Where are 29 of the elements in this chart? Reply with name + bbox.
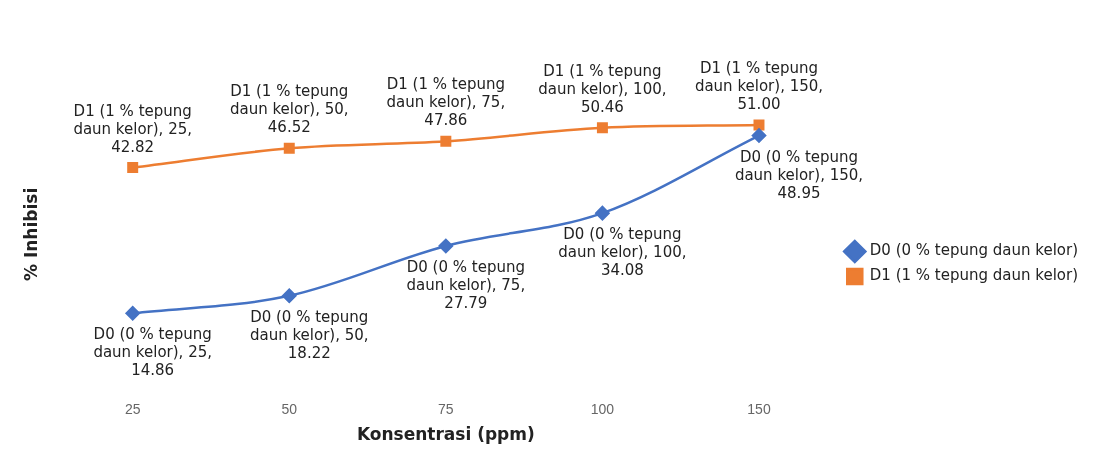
legend-label: D0 (0 % tepung daun kelor) xyxy=(869,241,1079,260)
data-label: D0 (0 % tepung daun kelor), 75, 27.79 xyxy=(406,257,526,312)
point xyxy=(751,128,767,143)
data-label: D1 (1 % tepung daun kelor), 75, 47.86 xyxy=(386,75,506,130)
point xyxy=(127,162,139,174)
data-label: D0 (0 % tepung daun kelor), 100, 34.08 xyxy=(558,225,687,280)
data-label: D0 (0 % tepung daun kelor), 150, 48.95 xyxy=(734,147,864,202)
x-tick-label: 50 xyxy=(281,401,298,418)
point xyxy=(753,119,765,131)
x-tick-label: 150 xyxy=(747,401,771,418)
point xyxy=(440,135,452,147)
legend-label: D1 (1 % tepung daun kelor) xyxy=(869,266,1079,285)
x-tick-label: 100 xyxy=(590,401,615,418)
point xyxy=(283,142,295,154)
x-tick-label: 75 xyxy=(438,401,454,418)
data-label: D0 (0 % tepung daun kelor), 50, 18.22 xyxy=(249,307,369,362)
point xyxy=(125,306,140,321)
point xyxy=(282,288,297,304)
data-label: D0 (0 % tepung daun kelor), 25, 14.86 xyxy=(93,325,213,380)
point xyxy=(596,122,608,134)
data-label: D1 (1 % tepung daun kelor), 150, 51.00 xyxy=(694,58,824,113)
point xyxy=(438,238,454,254)
y-axis-title: % Inhibisi xyxy=(20,187,41,282)
x-tick-label: 25 xyxy=(124,401,141,418)
data-label: D1 (1 % tepung daun kelor), 25, 42.82 xyxy=(73,101,193,156)
data-label: D1 (1 % tepung daun kelor), 100, 50.46 xyxy=(538,61,667,116)
point xyxy=(595,205,610,221)
data-label: D1 (1 % tepung daun kelor), 50, 46.52 xyxy=(229,82,349,137)
x-axis-title: Konsentrasi (ppm) xyxy=(356,424,535,445)
